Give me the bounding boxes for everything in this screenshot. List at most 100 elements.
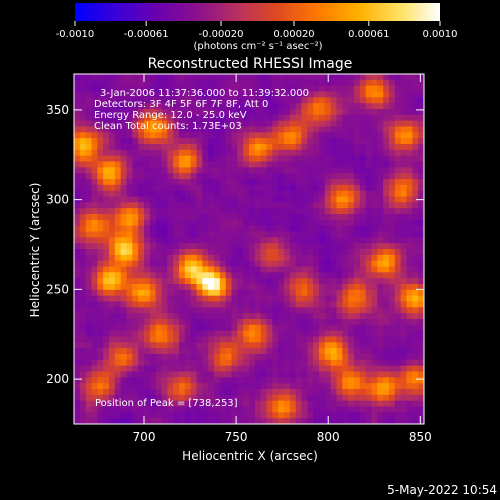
heatmap-cell xyxy=(371,389,378,396)
heatmap-cell xyxy=(383,394,390,402)
heatmap-cell xyxy=(109,219,116,227)
heatmap-cell xyxy=(406,319,413,326)
heatmap-cell xyxy=(214,254,221,262)
heatmap-cell xyxy=(394,313,402,320)
heatmap-cell xyxy=(208,260,215,267)
heatmap-cell xyxy=(284,412,291,419)
heatmap-cell xyxy=(284,249,291,256)
heatmap-cell xyxy=(237,196,244,203)
heatmap-cell xyxy=(208,400,215,407)
heatmap-cell xyxy=(307,237,314,244)
heatmap-cell xyxy=(354,359,361,367)
heatmap-cell xyxy=(307,313,314,320)
heatmap-cell xyxy=(138,330,145,337)
heatmap-cell xyxy=(196,307,203,314)
heatmap-cell xyxy=(377,342,384,349)
heatmap-cell xyxy=(359,266,367,273)
heatmap-cell xyxy=(167,254,174,262)
heatmap-cell xyxy=(342,354,349,361)
heatmap-cell xyxy=(109,103,116,110)
heatmap-cell xyxy=(167,272,174,279)
heatmap-cell xyxy=(79,126,87,133)
heatmap-cell xyxy=(377,85,384,92)
heatmap-cell xyxy=(202,74,209,81)
heatmap-cell xyxy=(184,348,192,355)
heatmap-cell xyxy=(418,394,424,402)
heatmap-cell xyxy=(266,319,273,326)
heatmap-cell xyxy=(324,208,332,215)
heatmap-cell xyxy=(406,219,413,227)
heatmap-cell xyxy=(149,208,157,215)
heatmap-cell xyxy=(74,400,81,407)
heatmap-cell xyxy=(225,406,232,413)
heatmap-cell xyxy=(348,149,355,157)
heatmap-cell xyxy=(383,313,390,320)
heatmap-cell xyxy=(173,412,180,419)
heatmap-cell xyxy=(406,144,413,151)
heatmap-cell xyxy=(103,342,110,349)
heatmap-cell xyxy=(132,91,139,98)
heatmap-cell xyxy=(144,85,151,92)
heatmap-cell xyxy=(144,336,151,343)
heatmap-cell xyxy=(103,231,110,238)
heatmap-cell xyxy=(243,202,250,209)
heatmap-cell xyxy=(301,208,308,215)
heatmap-cell xyxy=(330,184,337,192)
heatmap-cell xyxy=(114,342,122,349)
heatmap-cell xyxy=(237,307,244,314)
heatmap-cell xyxy=(319,196,326,203)
heatmap-cell xyxy=(132,132,139,139)
heatmap-cell xyxy=(307,161,314,168)
heatmap-cell xyxy=(179,365,186,372)
heatmap-cell xyxy=(260,330,267,337)
heatmap-cell xyxy=(254,120,262,127)
heatmap-cell xyxy=(324,190,332,197)
heatmap-cell xyxy=(208,103,215,110)
heatmap-cell xyxy=(231,231,238,238)
heatmap-cell xyxy=(167,260,174,267)
heatmap-cell xyxy=(336,348,343,355)
heatmap-cell xyxy=(249,272,256,279)
heatmap-cell xyxy=(103,383,110,390)
heatmap-cell xyxy=(377,377,384,384)
heatmap-cell xyxy=(284,74,291,81)
heatmap-cell xyxy=(295,272,302,279)
heatmap-cell xyxy=(79,74,87,81)
heatmap-cell xyxy=(85,138,92,145)
heatmap-cell xyxy=(109,79,116,87)
heatmap-cell xyxy=(109,365,116,372)
heatmap-cell xyxy=(400,243,407,250)
heatmap-cell xyxy=(103,354,110,361)
heatmap-cell xyxy=(196,359,203,367)
heatmap-cell xyxy=(289,266,297,273)
heatmap-cell xyxy=(272,371,279,378)
heatmap-cell xyxy=(208,266,215,273)
heatmap-cell xyxy=(167,79,174,87)
heatmap-cell xyxy=(138,359,145,367)
heatmap-cell xyxy=(167,190,174,197)
heatmap-cell xyxy=(109,237,116,244)
heatmap-cell xyxy=(336,295,343,302)
heatmap-cell xyxy=(406,231,413,238)
heatmap-cell xyxy=(289,79,297,87)
heatmap-cell xyxy=(289,254,297,262)
heatmap-cell xyxy=(412,161,419,168)
heatmap-cell xyxy=(319,219,326,227)
heatmap-cell xyxy=(120,383,127,390)
heatmap-cell xyxy=(190,120,197,127)
heatmap-cell xyxy=(243,260,250,267)
heatmap-cell xyxy=(254,231,262,238)
heatmap-cell xyxy=(278,243,285,250)
heatmap-cell xyxy=(91,237,98,244)
heatmap-cell xyxy=(383,336,390,343)
heatmap-cell xyxy=(190,330,197,337)
heatmap-cell xyxy=(284,225,291,232)
heatmap-cell xyxy=(301,272,308,279)
heatmap-cell xyxy=(330,330,337,337)
heatmap-cell xyxy=(91,254,98,262)
heatmap-cell xyxy=(155,225,162,232)
heatmap-cell xyxy=(272,400,279,407)
heatmap-cell xyxy=(114,208,122,215)
heatmap-cell xyxy=(109,354,116,361)
heatmap-cell xyxy=(330,85,337,92)
